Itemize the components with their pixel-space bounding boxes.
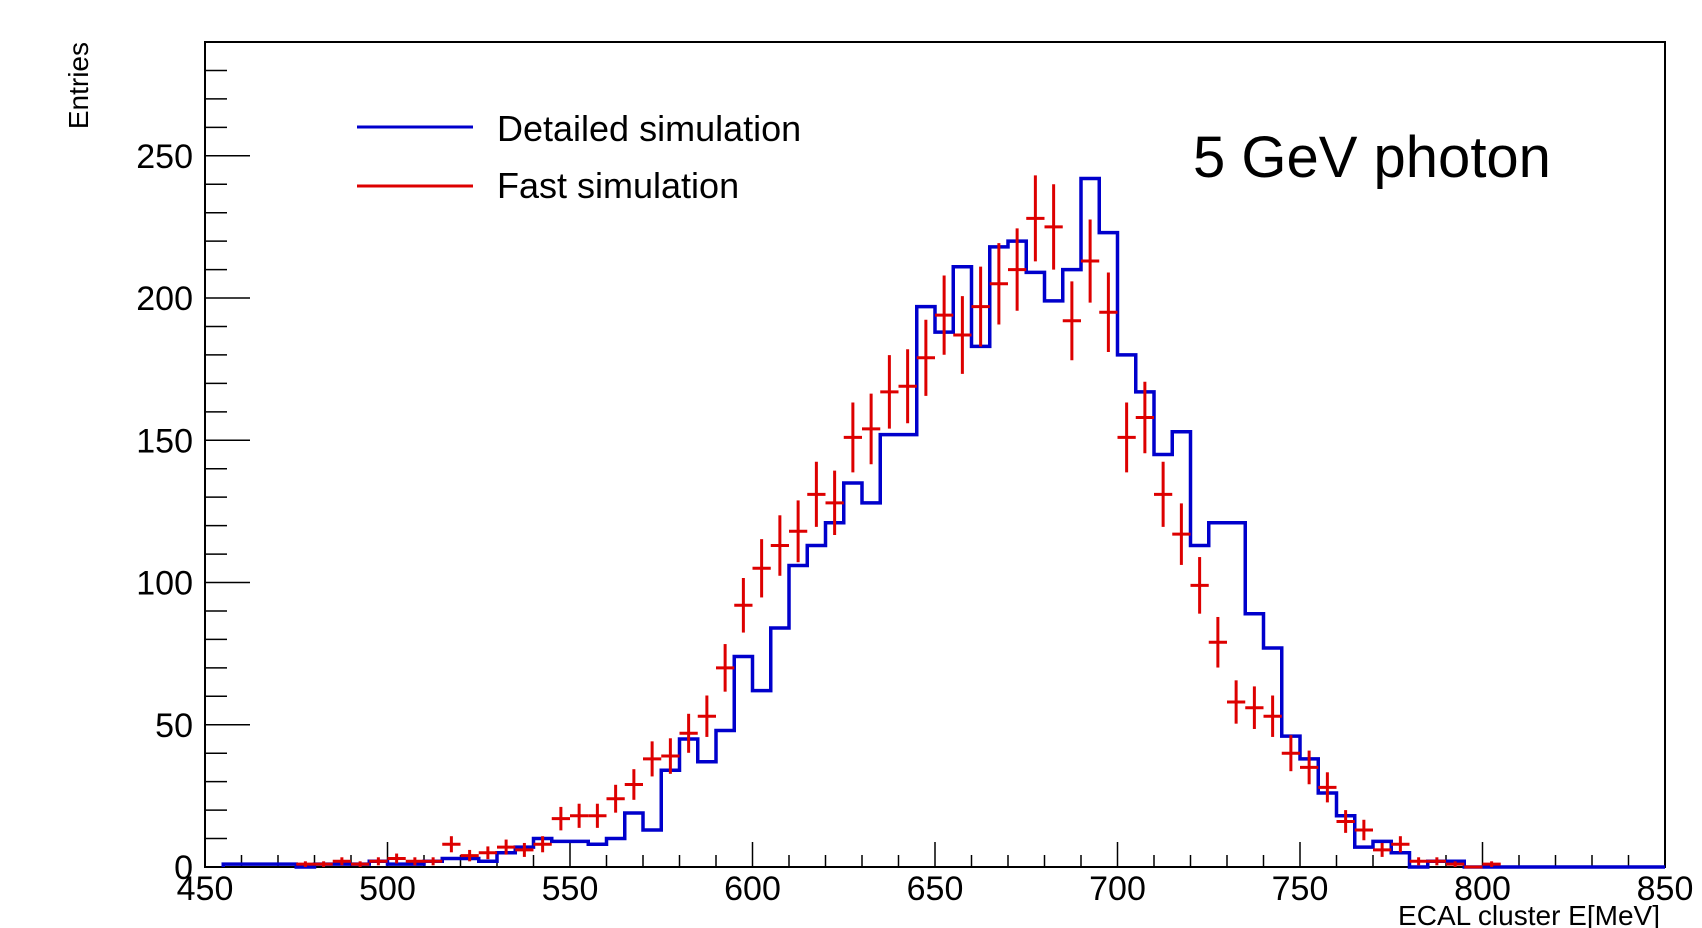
fast-simulation-point (971, 266, 990, 347)
y-tick-label: 200 (136, 280, 193, 318)
fast-simulation-point (880, 355, 899, 429)
chart-annotation: 5 GeV photon (1193, 125, 1551, 190)
fast-simulation-point (953, 296, 972, 374)
y-tick-label: 100 (136, 565, 193, 603)
y-axis-ticks: 0 50 100 150 200 250 (136, 41, 250, 887)
fast-simulation-point (989, 243, 1008, 325)
x-tick-label: 450 (177, 870, 234, 908)
x-tick-label: 500 (359, 870, 416, 908)
fast-simulation-point (1281, 735, 1300, 772)
fast-simulation-point (424, 857, 443, 866)
fast-simulation-point (296, 861, 315, 867)
x-tick-label: 700 (1089, 870, 1146, 908)
fast-simulation-point (351, 861, 370, 867)
fast-simulation-point (1099, 272, 1118, 352)
fast-simulation-point (1062, 281, 1081, 361)
fast-simulation-point (369, 857, 388, 866)
fast-simulation-point (1354, 819, 1373, 841)
fast-simulation-point (1026, 175, 1045, 262)
fast-simulation-point (314, 861, 333, 867)
fast-simulation-point (405, 857, 424, 866)
fast-simulation-point (1446, 861, 1465, 867)
fast-simulation-point (1263, 695, 1282, 737)
fast-simulation-point (1227, 680, 1246, 724)
fast-simulation-point (1154, 461, 1173, 527)
fast-simulation-point (643, 741, 662, 777)
fast-simulation-point (1391, 836, 1410, 853)
fast-simulation-point (588, 803, 607, 828)
x-axis-ticks: 450 500 550 600 650 700 750 800 850 (177, 842, 1694, 908)
fast-simulation-point (1245, 686, 1264, 729)
fast-simulation-point (661, 738, 680, 774)
fast-simulation-point (1135, 381, 1154, 454)
fast-simulation-point (1044, 184, 1063, 270)
fast-simulation-point (624, 769, 643, 800)
fast-simulation-point (734, 577, 753, 633)
fast-simulation-point (1482, 861, 1501, 867)
fast-simulation-point (387, 853, 406, 864)
y-tick-label: 150 (136, 422, 193, 460)
fast-simulation-point (1300, 750, 1319, 785)
fast-simulation-point (1008, 228, 1027, 311)
fast-simulation-point (716, 644, 735, 692)
x-tick-label: 750 (1272, 870, 1329, 908)
fast-simulation-point (1190, 557, 1209, 614)
fast-simulation-point (697, 695, 716, 737)
fast-simulation-point (606, 784, 625, 813)
x-tick-label: 650 (907, 870, 964, 908)
fast-simulation-point (1427, 857, 1446, 866)
y-tick-label: 0 (174, 849, 193, 887)
y-axis-title: Entries (63, 42, 94, 129)
fast-simulation-point (1336, 810, 1355, 833)
fast-simulation-point (898, 349, 917, 424)
y-tick-label: 50 (155, 707, 193, 745)
fast-simulation-point (825, 470, 844, 536)
x-tick-label: 800 (1454, 870, 1511, 908)
fast-simulation-point (1172, 503, 1191, 565)
fast-simulation-point (843, 402, 862, 473)
fast-simulation-point (442, 836, 461, 853)
x-tick-label: 550 (542, 870, 599, 908)
fast-simulation-point (862, 393, 881, 465)
fast-simulation-point (935, 275, 954, 355)
fast-simulation-point (332, 857, 351, 866)
fast-simulation-point (1373, 842, 1392, 857)
fast-simulation-point (1318, 772, 1337, 803)
fast-simulation-point (1081, 219, 1100, 303)
x-axis-title: ECAL cluster E[MeV] (1398, 900, 1660, 928)
fast-simulation-point (551, 806, 570, 831)
fast-simulation-point (460, 849, 479, 862)
legend: Detailed simulation Fast simulation (357, 108, 801, 206)
fast-simulation-point (807, 461, 826, 527)
fast-simulation-point (478, 846, 497, 860)
fast-simulation-point (1208, 616, 1227, 668)
fast-simulation-point (1409, 857, 1428, 866)
fast-simulation-series (296, 175, 1501, 869)
fast-simulation-point (533, 836, 552, 853)
legend-label-detailed: Detailed simulation (497, 108, 801, 149)
fast-simulation-point (770, 515, 789, 576)
fast-simulation-point (515, 842, 534, 857)
fast-simulation-point (497, 839, 516, 855)
fast-simulation-point (789, 500, 808, 563)
x-tick-label: 600 (724, 870, 781, 908)
fast-simulation-point (570, 803, 589, 828)
fast-simulation-point (1117, 402, 1136, 473)
fast-simulation-point (916, 319, 935, 396)
legend-label-fast: Fast simulation (497, 165, 739, 206)
y-tick-label: 250 (136, 138, 193, 176)
fast-simulation-point (752, 539, 771, 598)
fast-simulation-point (679, 713, 698, 753)
x-tick-label: 850 (1637, 870, 1694, 908)
